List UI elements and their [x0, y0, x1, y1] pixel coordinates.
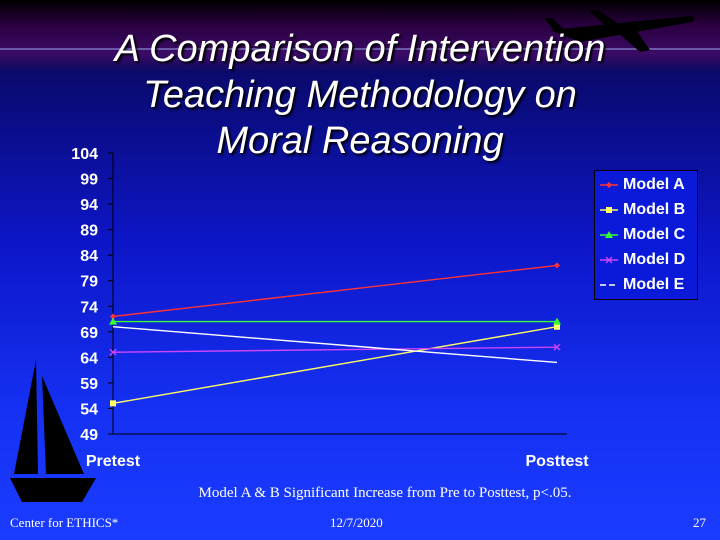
y-tick-label: 74	[80, 299, 98, 316]
legend-item-model-b: Model B	[595, 198, 699, 222]
data-point-model-a	[110, 313, 116, 320]
legend-item-model-d: Model D	[595, 248, 699, 272]
legend-swatch-model-d	[600, 256, 618, 264]
footer-organization: Center for ETHICS*	[10, 515, 119, 530]
legend-marker-model-d	[605, 256, 613, 264]
legend-label-model-c: Model C	[623, 226, 686, 243]
legend-item-model-c: Model C	[595, 223, 699, 247]
data-point-model-c	[109, 317, 117, 325]
y-tick-label: 59	[80, 376, 98, 393]
x-tick-label: Pretest	[86, 453, 141, 470]
series-line-model-e	[112, 326, 558, 364]
y-tick-label: 79	[80, 274, 98, 291]
legend-item-model-e: Model E	[595, 273, 699, 297]
data-point-model-b	[554, 323, 560, 330]
data-point-model-d	[553, 343, 561, 351]
legend-marker-model-b	[606, 207, 612, 213]
legend-label-model-d: Model D	[623, 251, 686, 268]
y-tick-label: 99	[80, 172, 98, 189]
y-tick-label: 64	[80, 350, 98, 367]
series-line-model-b	[112, 326, 558, 405]
legend-swatch-model-c	[600, 231, 618, 238]
title-divider	[0, 48, 720, 50]
page-number: 27	[693, 515, 706, 530]
sailboat-icon	[10, 360, 96, 502]
data-point-model-b	[110, 400, 116, 407]
y-tick-label: 104	[71, 146, 98, 163]
chart-legend: Model A Model B Model C Model D Model E	[594, 170, 698, 300]
y-tick-label: 69	[80, 325, 98, 342]
y-tick-label: 49	[80, 427, 98, 444]
data-point-model-d	[109, 348, 117, 356]
legend-swatch-model-a	[600, 182, 618, 188]
y-tick-label: 84	[80, 248, 98, 265]
data-point-model-a	[554, 262, 560, 269]
legend-label-model-b: Model B	[623, 201, 686, 218]
footer-date: 12/7/2020	[330, 515, 383, 530]
series-line-model-a	[112, 264, 558, 318]
y-tick-label: 89	[80, 223, 98, 240]
legend-label-model-e: Model E	[623, 276, 685, 293]
slide-title: A Comparison of Intervention Teaching Me…	[40, 26, 680, 164]
legend-swatch-model-b	[600, 207, 618, 213]
data-point-model-c	[553, 317, 561, 325]
legend-item-model-a: Model A	[595, 173, 699, 197]
series-line-model-d	[112, 346, 558, 353]
title-line-2: Teaching Methodology on	[143, 74, 577, 116]
y-tick-label: 94	[80, 197, 98, 214]
airplane-icon	[544, 10, 695, 52]
legend-marker-model-a	[606, 182, 612, 188]
legend-label-model-a: Model A	[623, 176, 685, 193]
legend-marker-model-c	[605, 231, 613, 238]
y-tick-label: 54	[80, 401, 98, 418]
significance-caption: Model A & B Significant Increase from Pr…	[198, 485, 572, 501]
title-line-1: A Comparison of Intervention	[114, 28, 606, 70]
title-line-3: Moral Reasoning	[216, 120, 504, 162]
legend-swatch-model-e	[600, 284, 618, 286]
x-tick-label: Posttest	[525, 453, 589, 470]
